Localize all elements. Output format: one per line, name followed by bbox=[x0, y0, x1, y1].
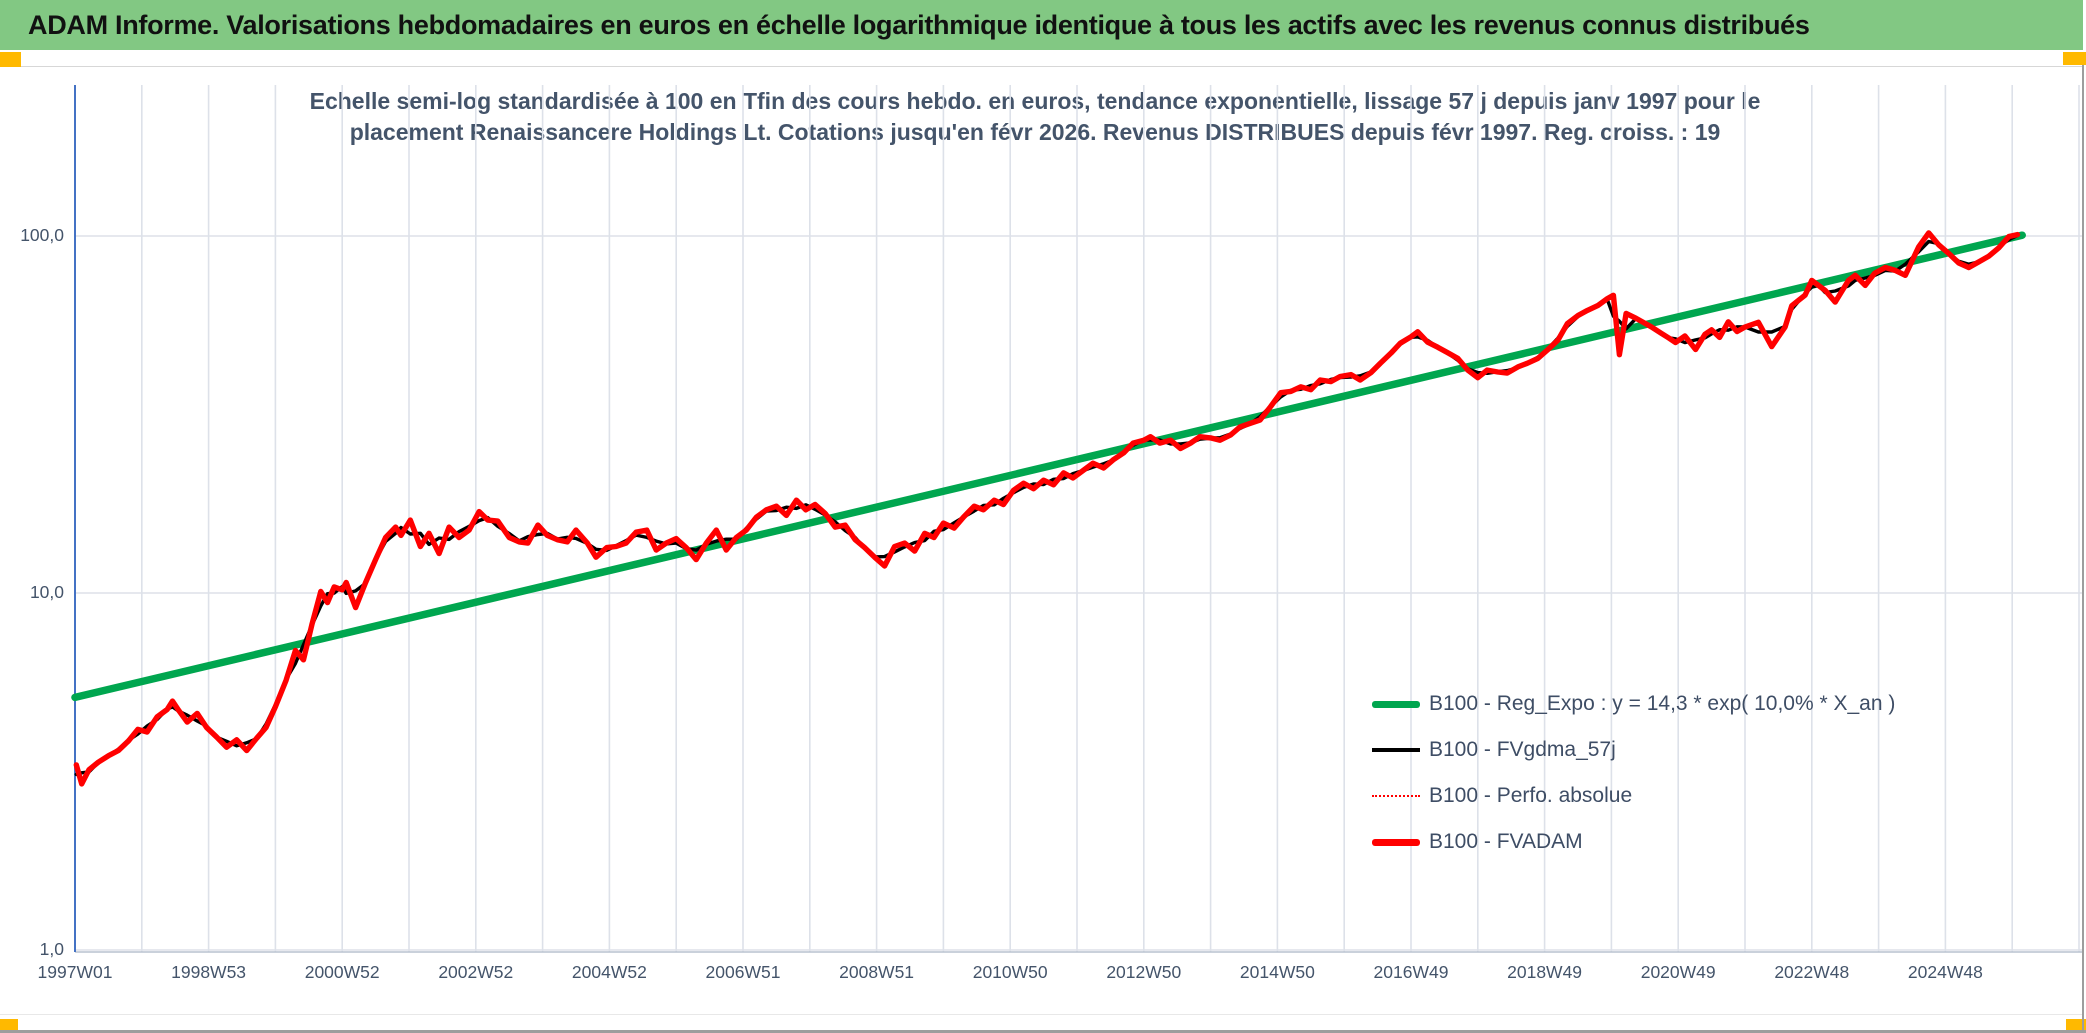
x-tick-label: 1998W53 bbox=[171, 962, 247, 982]
y-tick-label: 100,0 bbox=[20, 225, 64, 245]
legend-item[interactable]: B100 - FVADAM bbox=[1372, 819, 1895, 865]
y-tick-label: 10,0 bbox=[29, 582, 64, 602]
y-tick-label: 1,0 bbox=[39, 939, 64, 959]
sheet-right-border bbox=[2082, 65, 2084, 1031]
x-tick-label: 2004W52 bbox=[571, 962, 647, 982]
x-tick-label: 1997W01 bbox=[37, 962, 113, 982]
x-tick-label: 2006W51 bbox=[705, 962, 781, 982]
legend-item[interactable]: B100 - FVgdma_57j bbox=[1372, 727, 1895, 773]
legend-line-sample bbox=[1372, 795, 1420, 797]
legend-label: B100 - FVADAM bbox=[1429, 830, 1583, 853]
accent-square-bottom-right bbox=[2066, 1019, 2086, 1033]
x-tick-label: 2014W50 bbox=[1239, 962, 1315, 982]
page-title: ADAM Informe. Valorisations hebdomadaire… bbox=[28, 9, 1810, 40]
series-b100-reg-expo-y-14-3-exp-10-0-x-an[interactable] bbox=[71, 231, 2026, 702]
legend-line-sample bbox=[1372, 748, 1420, 752]
accent-square-top-right bbox=[2063, 52, 2086, 65]
footer-divider bbox=[0, 1014, 2083, 1015]
x-tick-label: 2000W52 bbox=[304, 962, 380, 982]
x-tick-label: 2020W49 bbox=[1640, 962, 1716, 982]
x-tick-label: 2024W48 bbox=[1907, 962, 1983, 982]
legend: B100 - Reg_Expo : y = 14,3 * exp( 10,0% … bbox=[1372, 681, 1895, 865]
x-tick-label: 2022W48 bbox=[1774, 962, 1850, 982]
accent-square-top-left bbox=[0, 52, 21, 67]
chart-title: Echelle semi-log standardisée à 100 en T… bbox=[75, 86, 1995, 148]
legend-item[interactable]: B100 - Reg_Expo : y = 14,3 * exp( 10,0% … bbox=[1372, 681, 1895, 727]
sheet-bottom-border bbox=[0, 1030, 2086, 1033]
chart-title-line-2: placement Renaissancere Holdings Lt. Cot… bbox=[349, 119, 1721, 145]
legend-line-sample bbox=[1372, 700, 1420, 708]
legend-item[interactable]: B100 - Perfo. absolue bbox=[1372, 773, 1895, 819]
x-tick-label: 2012W50 bbox=[1106, 962, 1182, 982]
x-tick-label: 2010W50 bbox=[972, 962, 1048, 982]
x-tick-label: 2018W49 bbox=[1507, 962, 1583, 982]
legend-label: B100 - Perfo. absolue bbox=[1429, 784, 1633, 807]
x-tick-label: 2016W49 bbox=[1373, 962, 1449, 982]
accent-square-bottom-left bbox=[0, 1019, 18, 1032]
legend-label: B100 - Reg_Expo : y = 14,3 * exp( 10,0% … bbox=[1429, 692, 1896, 715]
legend-label: B100 - FVgdma_57j bbox=[1429, 738, 1616, 761]
chart-title-line-1: Echelle semi-log standardisée à 100 en T… bbox=[309, 88, 1761, 114]
x-tick-label: 2008W51 bbox=[839, 962, 915, 982]
series-b100-fvadam[interactable] bbox=[73, 230, 2021, 787]
legend-line-sample bbox=[1372, 838, 1420, 846]
header-divider bbox=[0, 66, 2083, 67]
x-tick-label: 2002W52 bbox=[438, 962, 514, 982]
title-bar: ADAM Informe. Valorisations hebdomadaire… bbox=[0, 0, 2083, 50]
